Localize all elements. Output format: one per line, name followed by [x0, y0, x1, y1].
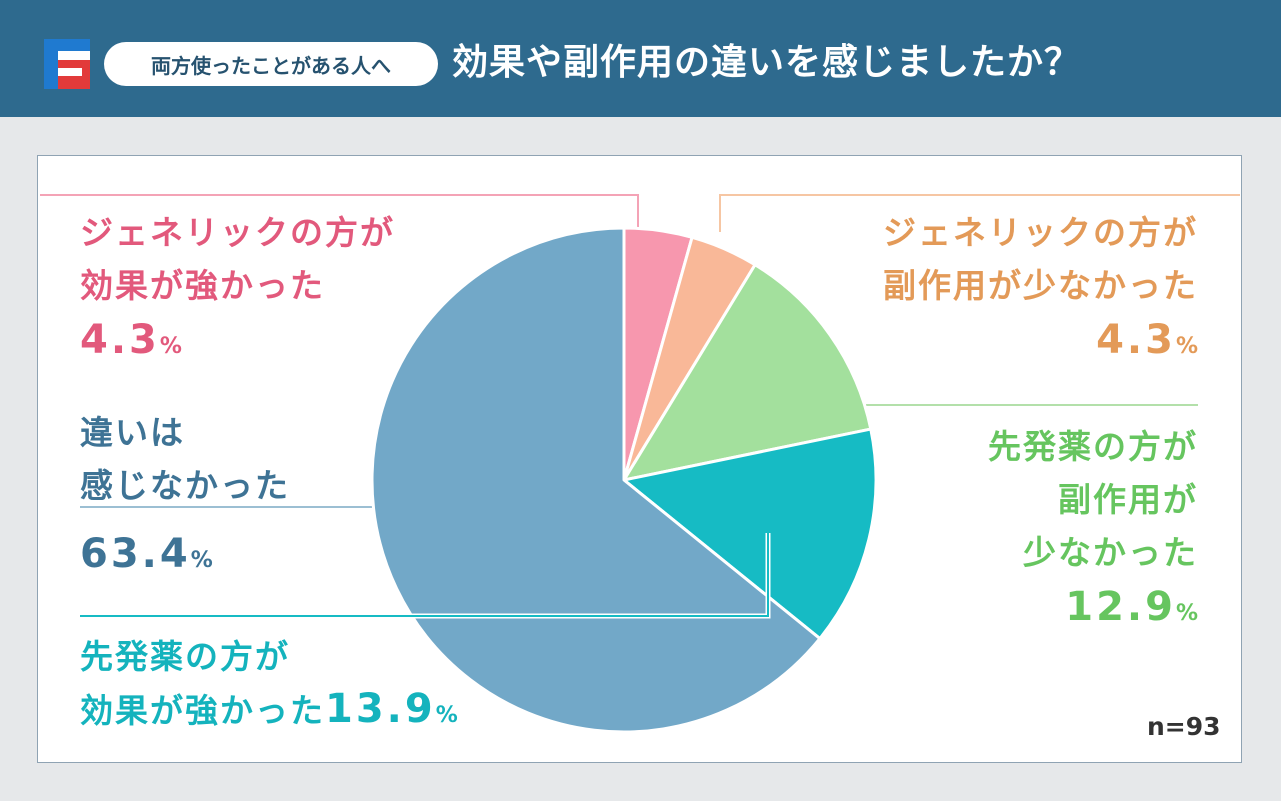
percent-sign: %	[1175, 334, 1198, 359]
percent-sign: %	[435, 703, 458, 728]
value-number: 12.9	[1065, 584, 1176, 630]
label-line-with-value: 効果が強かった13.9%	[80, 683, 458, 742]
label-line: ジェネリックの方が	[883, 213, 1198, 252]
pie-slice	[622, 263, 873, 482]
page-title: 効果や副作用の違いを感じましたか？	[452, 42, 1082, 83]
value-number: 4.3	[1096, 317, 1176, 363]
label-line: 効果が強かった	[80, 691, 325, 730]
leader-line	[80, 533, 769, 617]
label-generic-fewer-side-effects: ジェネリックの方が 副作用が少なかった 4.3%	[883, 206, 1198, 375]
label-line: 感じなかった	[80, 466, 290, 505]
label-line: ジェネリックの方が	[80, 213, 395, 252]
leader-line	[40, 194, 639, 232]
value-label: 63.4%	[80, 526, 290, 589]
label-generic-stronger: ジェネリックの方が 効果が強かった 4.3%	[80, 206, 395, 375]
brand-logo-icon	[44, 39, 90, 89]
audience-tag: 両方使ったことがある人へ	[104, 42, 438, 86]
value-number: 13.9	[325, 686, 436, 732]
percent-sign: %	[159, 334, 182, 359]
label-line: 副作用が少なかった	[883, 266, 1198, 305]
label-brand-stronger: 先発薬の方が 効果が強かった13.9%	[80, 630, 458, 742]
percent-sign: %	[190, 548, 213, 573]
label-line: 副作用が	[1058, 480, 1198, 519]
sample-size: n=93	[1147, 712, 1221, 741]
label-line: 効果が強かった	[80, 266, 325, 305]
value-label: 4.3%	[883, 312, 1198, 375]
label-line: 先発薬の方が	[80, 637, 290, 676]
percent-sign: %	[1175, 601, 1198, 626]
label-no-difference: 違いは 感じなかった 63.4%	[80, 406, 290, 589]
value-label: 4.3%	[80, 312, 395, 375]
header-bar: 両方使ったことがある人へ 効果や副作用の違いを感じましたか？	[0, 0, 1281, 117]
value-number: 4.3	[80, 317, 160, 363]
leader-line	[719, 194, 1240, 232]
pie-slice	[370, 226, 822, 734]
pie-slice	[622, 427, 878, 641]
value-label: 12.9%	[988, 579, 1198, 642]
label-line: 少なかった	[1023, 533, 1198, 572]
label-brand-fewer-side-effects: 先発薬の方が 副作用が 少なかった 12.9%	[988, 420, 1198, 642]
label-line: 違いは	[80, 413, 185, 452]
label-line: 先発薬の方が	[988, 427, 1198, 466]
value-number: 63.4	[80, 531, 191, 577]
